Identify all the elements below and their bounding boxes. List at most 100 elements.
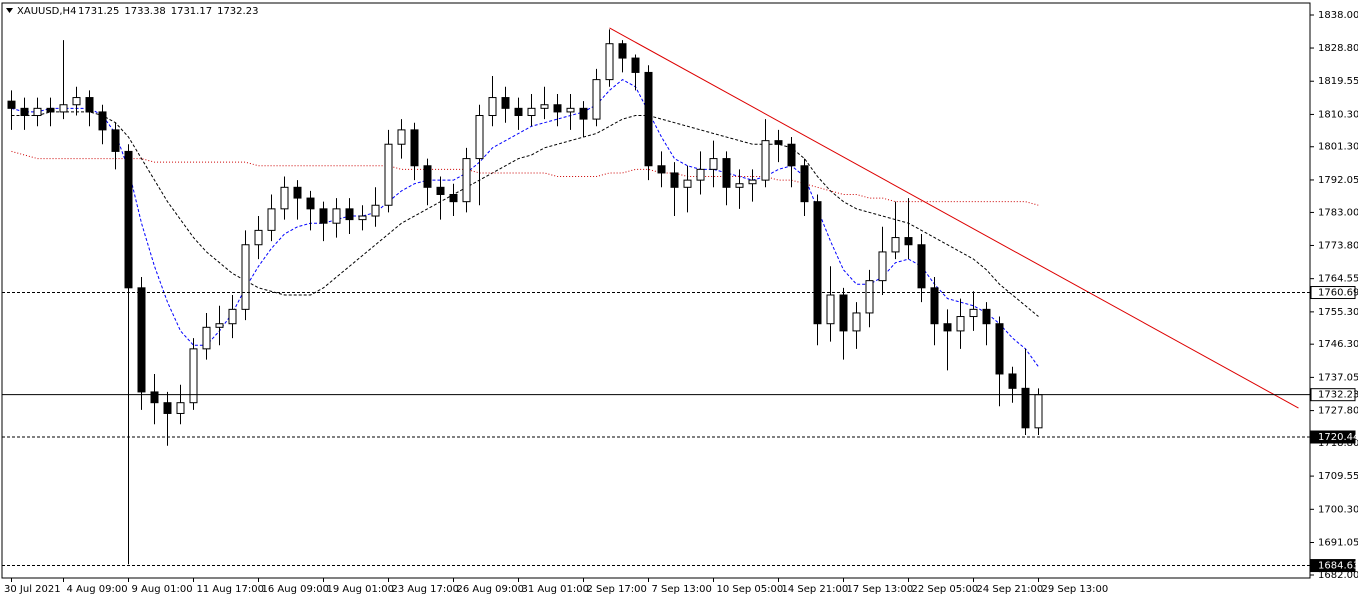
y-tick-label: 1819.55 — [1318, 76, 1358, 87]
candle-body — [787, 143, 796, 167]
candle-body — [540, 104, 549, 109]
candle-body — [1021, 387, 1030, 429]
candle-body — [527, 107, 536, 117]
candle-body — [501, 97, 510, 109]
candle-body — [293, 186, 302, 199]
candle-body — [267, 208, 276, 231]
candle-body — [384, 143, 393, 206]
candle-body — [449, 193, 458, 203]
candle-body — [254, 229, 263, 246]
candle-body — [722, 158, 731, 188]
y-tick-label: 1773.80 — [1318, 240, 1358, 251]
candle-body — [488, 97, 497, 117]
candle-body — [241, 244, 250, 310]
candle-body — [98, 111, 107, 131]
candle-body — [956, 316, 965, 332]
candle-body — [813, 201, 822, 325]
y-tick-label: 1691.05 — [1318, 538, 1358, 549]
y-tick-label: 1764.55 — [1318, 274, 1358, 285]
y-tick-label: 1709.55 — [1318, 471, 1358, 482]
y-tick-label: 1700.30 — [1318, 504, 1358, 515]
candle-body — [943, 323, 952, 332]
price-level-label: 1720.44 — [1318, 432, 1358, 443]
y-tick-label: 1682.00 — [1318, 570, 1358, 581]
candle-body — [85, 97, 94, 113]
candle-body — [46, 107, 55, 113]
moving-average — [11, 150, 1039, 206]
candle-body — [891, 237, 900, 253]
candle-body — [553, 104, 562, 113]
x-tick-label: 11 Aug 17:00 — [197, 584, 264, 595]
candle-body — [332, 208, 341, 224]
y-tick-label: 1828.80 — [1318, 43, 1358, 54]
x-tick-label: 4 Aug 09:00 — [67, 584, 128, 595]
candle-body — [592, 79, 601, 120]
price-level-label: 1684.63 — [1318, 561, 1358, 572]
candle-body — [982, 308, 991, 325]
x-tick-label: 17 Sep 13:00 — [847, 584, 914, 595]
price-level-box — [1310, 559, 1356, 573]
header-value: 1731.25 — [78, 6, 119, 17]
x-tick-label: 23 Aug 17:00 — [392, 584, 459, 595]
candle-body — [839, 294, 848, 332]
x-tick-label: 16 Aug 09:00 — [262, 584, 329, 595]
candle-body — [111, 129, 120, 152]
candle-body — [514, 107, 523, 117]
plot-frame — [1, 2, 1311, 579]
candle-body — [709, 158, 718, 170]
candle-body — [800, 165, 809, 203]
candle-body — [280, 186, 289, 210]
candle-body — [1034, 394, 1043, 429]
candle-body — [410, 129, 419, 167]
y-tick-label: 1810.30 — [1318, 109, 1358, 120]
candle-body — [683, 179, 692, 188]
x-tick-label: 9 Aug 01:00 — [132, 584, 193, 595]
candle-body — [670, 172, 679, 188]
candle-body — [7, 100, 16, 109]
moving-average — [11, 111, 1039, 317]
candle-body — [189, 348, 198, 404]
candle-body — [176, 402, 185, 414]
candle-body — [696, 168, 705, 181]
candle-body — [124, 150, 133, 289]
candle-body — [202, 326, 211, 350]
price-level-box — [1310, 388, 1356, 402]
y-tick-label: 1792.05 — [1318, 175, 1358, 186]
candle-body — [904, 237, 913, 246]
price-level-label: 1732.23 — [1318, 390, 1358, 401]
candle-body — [774, 140, 783, 145]
candle-body — [423, 165, 432, 188]
candle-body — [319, 208, 328, 224]
x-tick-label: 22 Sep 05:00 — [912, 584, 979, 595]
candle-body — [436, 186, 445, 195]
candle-body — [306, 197, 315, 210]
candle-body — [644, 71, 653, 167]
candle-body — [826, 294, 835, 325]
candle-body — [917, 244, 926, 289]
header-value: 1732.23 — [217, 6, 258, 17]
x-tick-label: 31 Aug 01:00 — [522, 584, 589, 595]
chart-title: XAUUSD,H4 — [17, 6, 76, 17]
x-tick-label: 10 Sep 05:00 — [717, 584, 784, 595]
candle-body — [618, 43, 627, 59]
symbol-menu-icon[interactable] — [6, 8, 13, 13]
candle-body — [72, 97, 81, 106]
x-tick-label: 19 Aug 01:00 — [327, 584, 394, 595]
candle-body — [657, 165, 666, 174]
candle-body — [137, 287, 146, 393]
y-tick-label: 1783.00 — [1318, 207, 1358, 218]
candle-body — [605, 43, 614, 81]
candle-body — [20, 107, 29, 117]
candle-body — [566, 107, 575, 113]
candle-body — [215, 323, 224, 328]
candle-body — [761, 140, 770, 181]
candle-body — [852, 312, 861, 332]
x-tick-label: 30 Jul 2021 — [4, 584, 61, 595]
y-tick-label: 1755.30 — [1318, 307, 1358, 318]
x-tick-label: 24 Sep 21:00 — [977, 584, 1044, 595]
candle-body — [995, 323, 1004, 375]
trendline — [609, 27, 1299, 409]
candle-body — [462, 158, 471, 203]
